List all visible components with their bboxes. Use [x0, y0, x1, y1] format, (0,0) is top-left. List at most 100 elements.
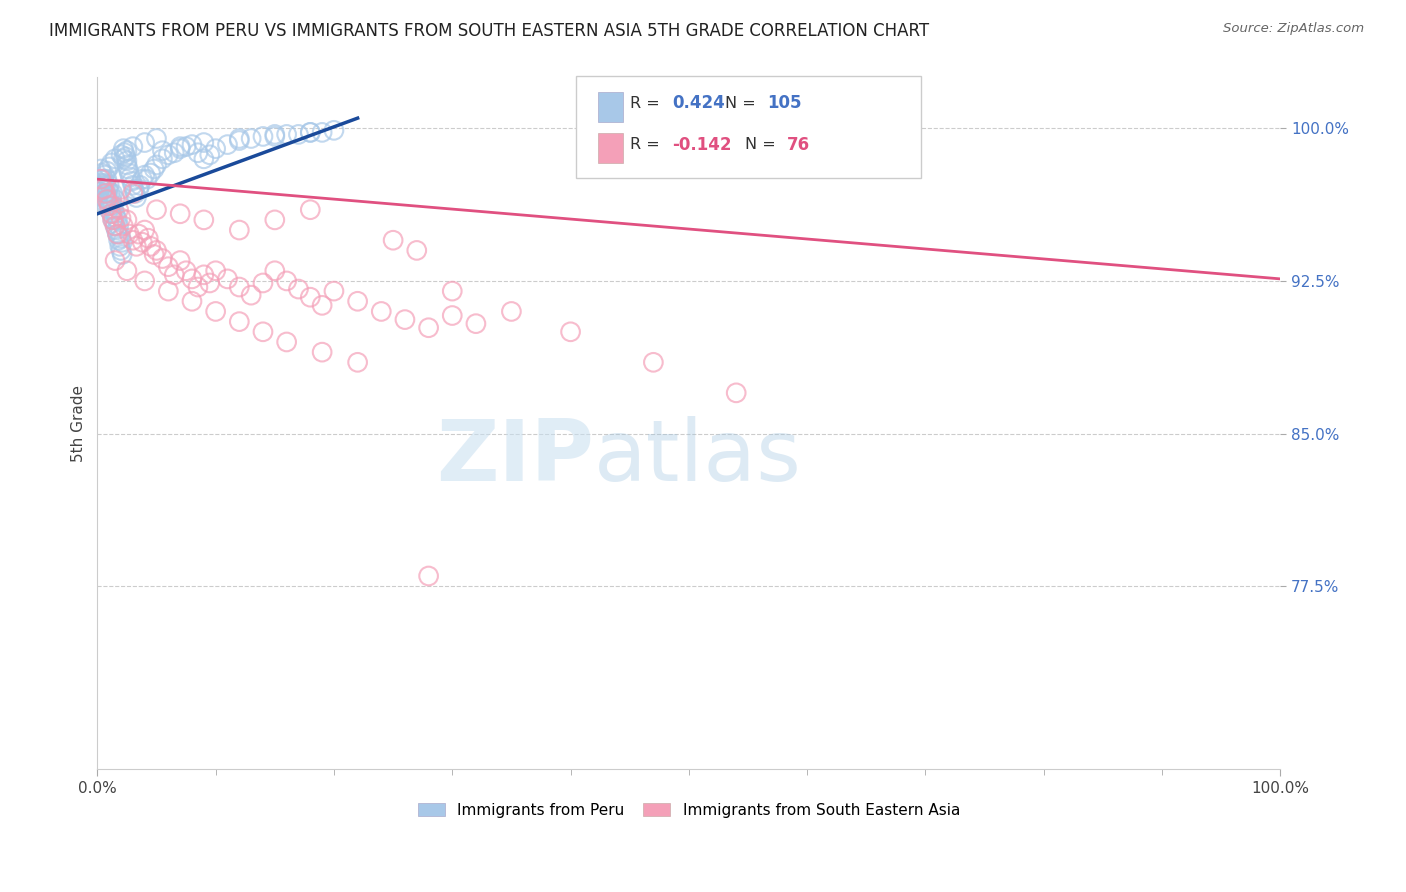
- Point: [405, 244, 427, 258]
- Point: [394, 312, 416, 326]
- Point: [125, 239, 148, 253]
- Point: [181, 137, 204, 152]
- Point: [174, 139, 197, 153]
- Point: [110, 148, 132, 162]
- Point: [441, 309, 464, 323]
- Point: [96, 186, 118, 201]
- Point: [96, 164, 118, 178]
- Text: atlas: atlas: [595, 417, 803, 500]
- Point: [103, 213, 125, 227]
- Point: [100, 207, 122, 221]
- Text: R =: R =: [630, 96, 665, 111]
- Point: [217, 137, 239, 152]
- Point: [87, 185, 110, 199]
- Point: [128, 182, 150, 196]
- Point: [323, 123, 346, 137]
- Point: [136, 172, 159, 186]
- Point: [100, 193, 122, 207]
- Point: [90, 161, 112, 176]
- Point: [93, 168, 115, 182]
- Point: [299, 125, 322, 139]
- Point: [145, 158, 167, 172]
- Point: [145, 131, 167, 145]
- Point: [104, 219, 127, 233]
- Point: [725, 385, 748, 400]
- Point: [105, 211, 128, 225]
- Point: [299, 290, 322, 304]
- Point: [111, 235, 134, 250]
- Point: [117, 161, 139, 176]
- Point: [228, 280, 250, 294]
- Point: [228, 134, 250, 148]
- Point: [91, 182, 114, 196]
- Point: [560, 325, 582, 339]
- Point: [100, 207, 122, 221]
- Point: [181, 294, 204, 309]
- Point: [187, 280, 209, 294]
- Point: [115, 264, 138, 278]
- Point: [101, 186, 124, 201]
- Point: [103, 202, 125, 217]
- Point: [143, 247, 166, 261]
- Point: [134, 136, 156, 150]
- Point: [276, 274, 298, 288]
- Point: [276, 128, 298, 142]
- Point: [204, 264, 226, 278]
- Point: [441, 284, 464, 298]
- Point: [94, 178, 117, 193]
- Point: [94, 193, 117, 207]
- Point: [198, 276, 221, 290]
- Point: [110, 231, 132, 245]
- Point: [134, 168, 156, 182]
- Text: N =: N =: [725, 96, 762, 111]
- Point: [157, 284, 180, 298]
- Point: [643, 355, 665, 369]
- Point: [98, 193, 121, 207]
- Point: [152, 144, 174, 158]
- Point: [418, 569, 440, 583]
- Y-axis label: 5th Grade: 5th Grade: [72, 384, 86, 462]
- Point: [169, 139, 191, 153]
- Point: [118, 227, 141, 241]
- Text: IMMIGRANTS FROM PERU VS IMMIGRANTS FROM SOUTH EASTERN ASIA 5TH GRADE CORRELATION: IMMIGRANTS FROM PERU VS IMMIGRANTS FROM …: [49, 22, 929, 40]
- Point: [101, 213, 124, 227]
- Text: Source: ZipAtlas.com: Source: ZipAtlas.com: [1223, 22, 1364, 36]
- Point: [240, 131, 263, 145]
- Point: [108, 239, 131, 253]
- Point: [115, 144, 138, 158]
- Point: [370, 304, 392, 318]
- Point: [118, 166, 141, 180]
- Point: [107, 213, 129, 227]
- Point: [91, 182, 114, 196]
- Point: [98, 186, 121, 201]
- Point: [110, 244, 132, 258]
- Point: [198, 148, 221, 162]
- Point: [193, 213, 215, 227]
- Point: [152, 152, 174, 166]
- Point: [108, 227, 131, 241]
- Point: [169, 253, 191, 268]
- Point: [228, 223, 250, 237]
- Point: [101, 199, 124, 213]
- Point: [94, 186, 117, 201]
- Point: [98, 199, 121, 213]
- Point: [124, 186, 146, 201]
- Point: [163, 268, 186, 282]
- Point: [129, 178, 152, 193]
- Point: [90, 172, 112, 186]
- Point: [252, 129, 274, 144]
- Point: [311, 125, 333, 139]
- Point: [217, 272, 239, 286]
- Point: [174, 264, 197, 278]
- Text: ZIP: ZIP: [436, 417, 595, 500]
- Point: [104, 207, 127, 221]
- Point: [240, 288, 263, 302]
- Point: [87, 188, 110, 202]
- Point: [114, 145, 136, 160]
- Point: [252, 325, 274, 339]
- Point: [112, 219, 135, 233]
- Point: [110, 182, 132, 196]
- Point: [121, 139, 143, 153]
- Point: [134, 223, 156, 237]
- Point: [228, 315, 250, 329]
